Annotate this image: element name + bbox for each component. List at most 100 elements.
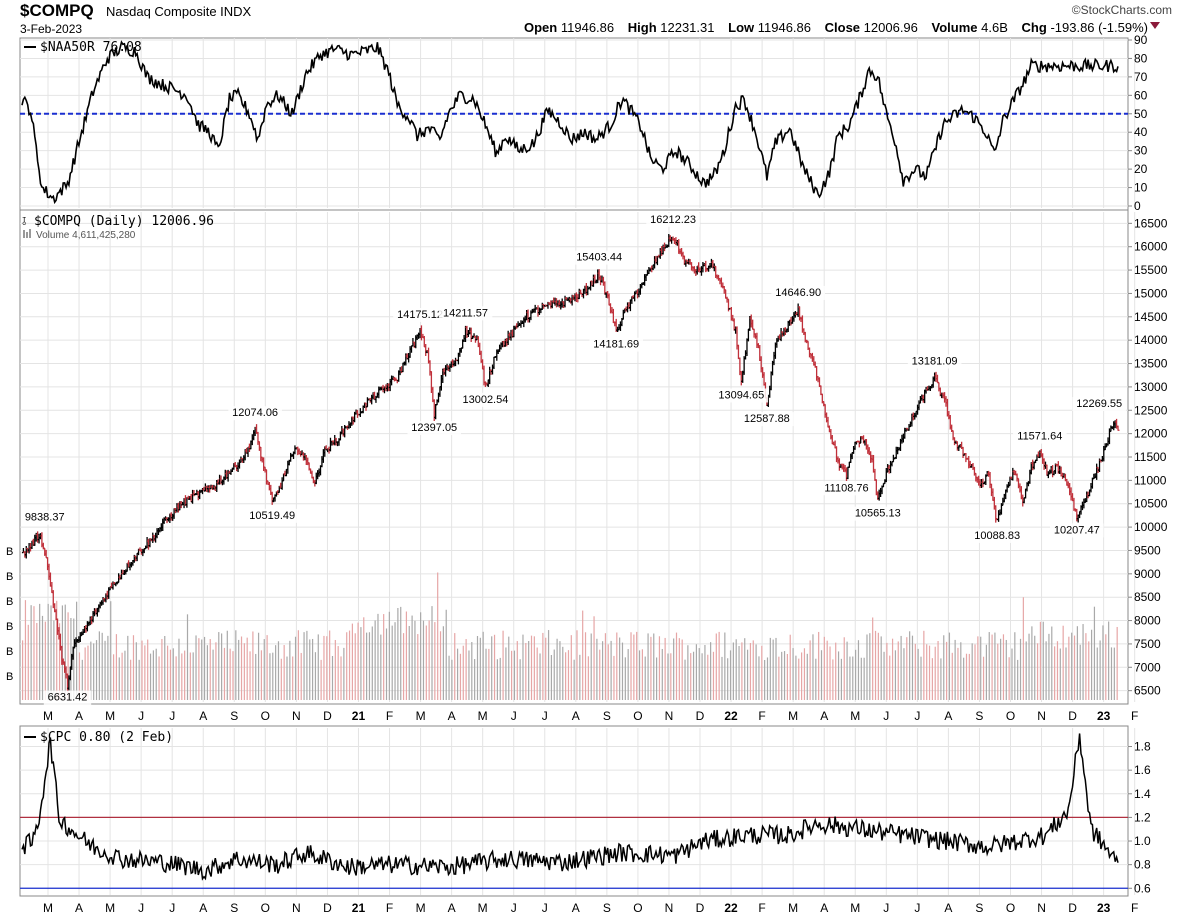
- price-label-bg: [458, 392, 513, 407]
- volume-bar: [1048, 633, 1050, 700]
- volume-bar: [769, 637, 771, 700]
- x-tick-label: S: [975, 709, 983, 723]
- volume-bar: [570, 635, 572, 700]
- volume-bar: [809, 640, 811, 700]
- volume-bar: [1014, 632, 1016, 700]
- price-label: 15403.44: [576, 252, 622, 264]
- volume-swatch: [23, 230, 25, 238]
- volume-bar: [354, 633, 356, 700]
- y-tick-label: 9000: [1134, 567, 1161, 581]
- volume-bar: [493, 634, 496, 700]
- volume-bar: [209, 639, 211, 700]
- volume-bar: [775, 637, 777, 700]
- volume-bar: [1082, 624, 1084, 700]
- volume-bar: [417, 634, 419, 700]
- volume-bar: [795, 655, 797, 700]
- x-tick-label: J: [914, 901, 920, 915]
- volume-bar: [545, 637, 547, 700]
- volume-bar: [511, 650, 513, 700]
- x-tick-label: J: [542, 709, 548, 723]
- y-tick-label: 11000: [1134, 473, 1167, 487]
- volume-bar: [746, 649, 749, 700]
- volume-bar: [869, 633, 871, 700]
- volume-bar: [749, 642, 752, 700]
- putcall-series: [21, 733, 1119, 881]
- x-tick-label: M: [850, 709, 860, 723]
- volume-bar: [684, 659, 686, 700]
- y-tick-label: 7500: [1134, 637, 1161, 651]
- volume-bar: [835, 642, 837, 700]
- volume-bar: [439, 631, 442, 700]
- price-label: 12074.06: [232, 407, 278, 419]
- volume-bar: [943, 635, 945, 700]
- volume-bar: [39, 603, 41, 700]
- volume-bar: [610, 640, 612, 700]
- volume-bar: [567, 650, 570, 700]
- volume-bar: [522, 634, 524, 700]
- volume-bar: [596, 638, 598, 700]
- volume-label: Volume: [931, 20, 978, 35]
- volume-bar: [226, 630, 228, 700]
- x-tick-label: 21: [352, 901, 366, 915]
- volume-bar: [530, 635, 533, 700]
- axis-ticks: M M A A M M J J J J A A S S O O N N D D 21 21 F F M M A A M M J J J J A A S S…: [6, 33, 1168, 915]
- volume-bar: [118, 657, 120, 700]
- x-tick-label: M: [416, 709, 426, 723]
- price-label: 6631.42: [48, 692, 88, 704]
- volume-bar: [647, 633, 649, 700]
- price-label-bg: [850, 506, 905, 521]
- y-tick-label: 16000: [1134, 240, 1168, 254]
- volume-bar: [792, 648, 794, 700]
- x-tick-label: A: [820, 901, 828, 915]
- x-tick-label: J: [914, 709, 920, 723]
- volume-bar: [764, 659, 766, 700]
- volume-bar: [294, 636, 297, 700]
- volume-bar: [874, 630, 877, 700]
- grid: [20, 38, 1136, 895]
- x-tick-label: M: [788, 901, 798, 915]
- volume-bar: [815, 658, 817, 700]
- volume-bar: [269, 653, 271, 700]
- y-tick-label: 20: [1134, 162, 1148, 176]
- volume-bar: [445, 609, 447, 700]
- x-tick-label: O: [261, 709, 270, 723]
- price-label: 13002.54: [462, 394, 508, 406]
- volume-bar: [169, 649, 172, 700]
- volume-bar: [650, 636, 652, 700]
- volume-bar: [812, 634, 814, 700]
- volume-bar: [593, 616, 595, 700]
- volume-bar: [820, 650, 823, 700]
- volume-bar: [112, 654, 115, 700]
- volume-bar: [928, 645, 931, 700]
- price-label: 11571.64: [1017, 431, 1062, 443]
- volume-bar: [428, 620, 430, 700]
- volume-bar: [1011, 648, 1013, 700]
- volume-bar: [499, 657, 501, 700]
- volume-bar: [249, 651, 251, 700]
- volume-bar: [334, 639, 336, 700]
- volume-bar: [897, 641, 899, 700]
- volume-bar: [138, 659, 140, 700]
- price-label-bg: [1049, 523, 1104, 538]
- volume-bar: [476, 636, 479, 700]
- volume-bar: [93, 643, 95, 700]
- x-tick-label: 22: [724, 901, 738, 915]
- volume-bar: [337, 646, 339, 700]
- volume-bar: [601, 641, 604, 700]
- volume-bar: [64, 604, 66, 700]
- volume-bar: [448, 655, 450, 700]
- volume-bar: [363, 617, 365, 700]
- price-label-bg: [1072, 397, 1126, 412]
- volume-bar: [954, 639, 956, 700]
- volume-bar: [272, 652, 274, 700]
- volume-bar: [963, 657, 965, 700]
- volume-bar: [1096, 647, 1098, 700]
- volume-bar: [388, 611, 390, 700]
- volume-bar: [619, 637, 621, 700]
- volume-bar: [547, 630, 550, 700]
- volume-bar: [238, 639, 240, 700]
- volume-bar: [104, 640, 106, 700]
- x-tick-label: A: [944, 709, 952, 723]
- volume-bar: [758, 656, 760, 700]
- volume-bar: [914, 643, 916, 700]
